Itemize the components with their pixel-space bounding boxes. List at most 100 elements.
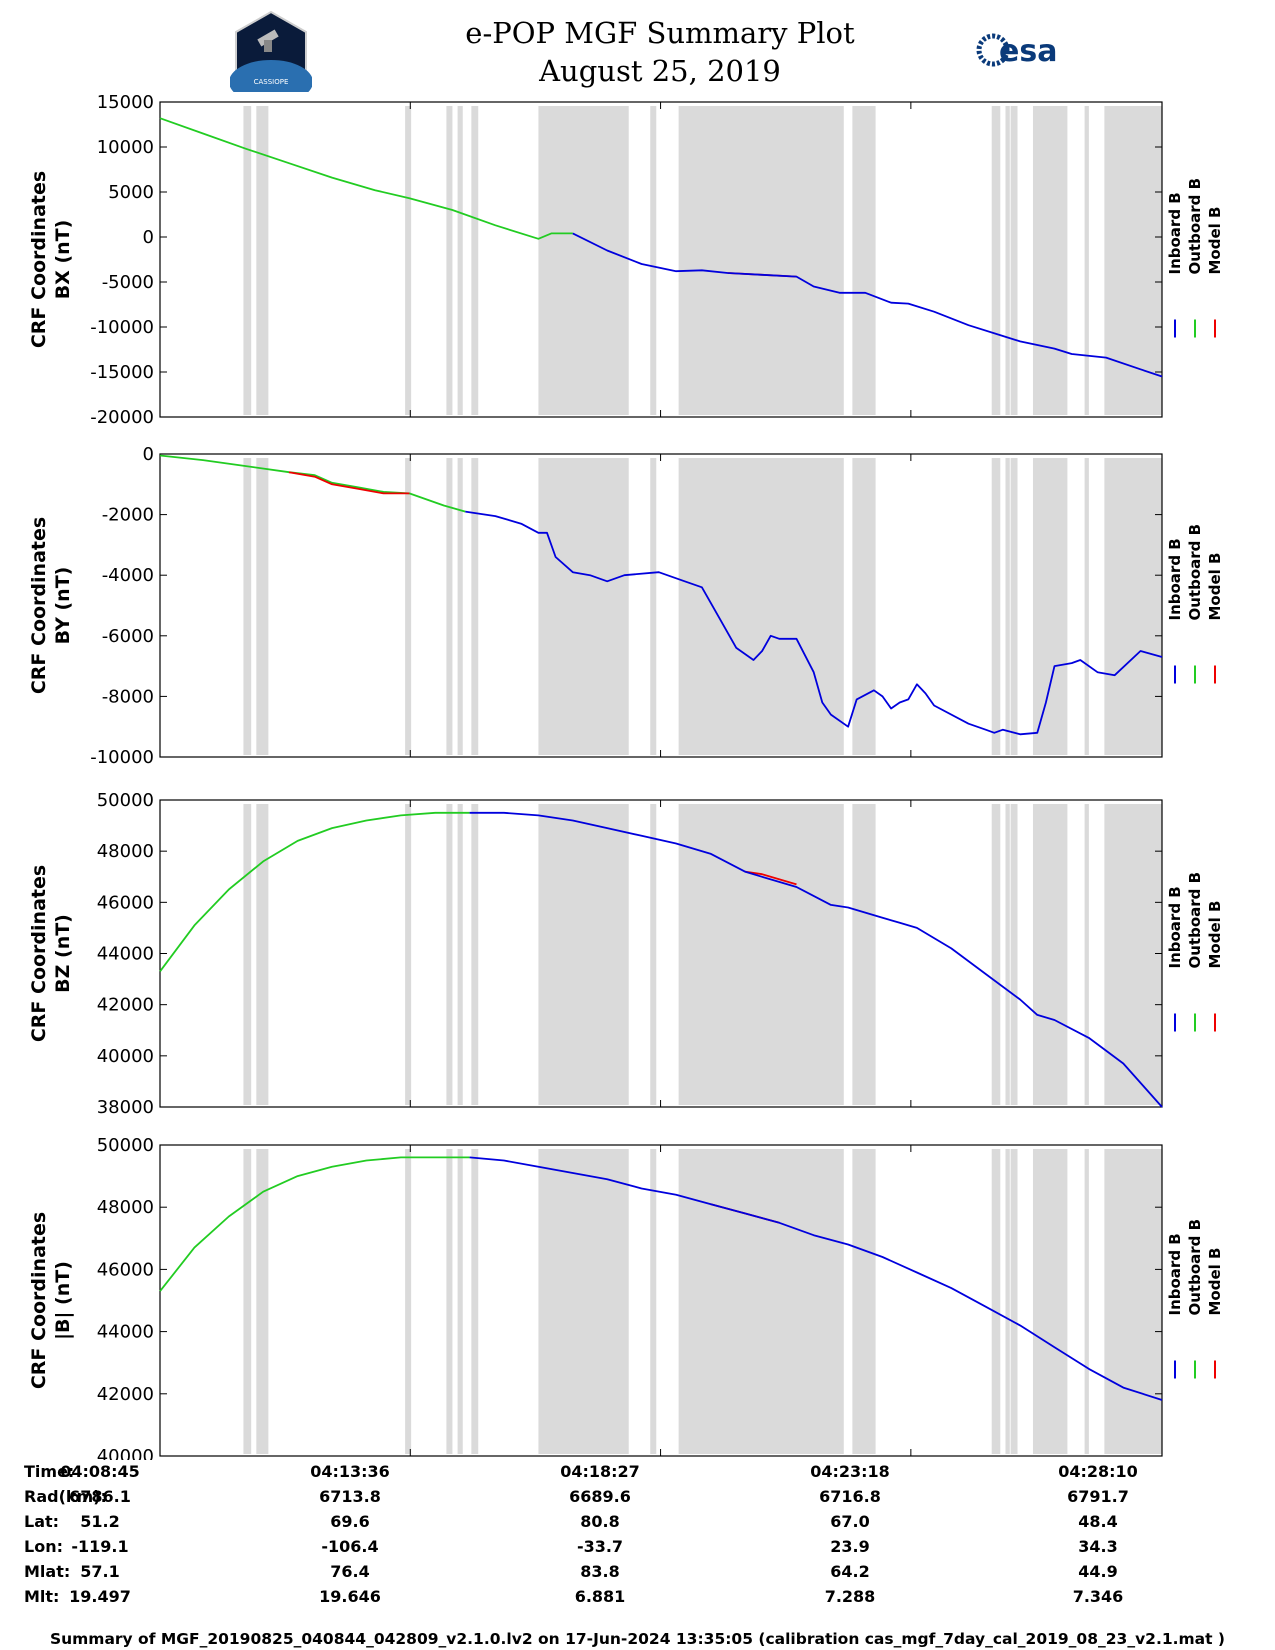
- data-gap-2: [256, 804, 269, 1105]
- y-tick-label: 46000: [97, 1259, 154, 1280]
- data-gap-6: [471, 458, 479, 755]
- title-line-2: August 25, 2019: [539, 54, 781, 88]
- mission-logo: CASSIOPE: [230, 10, 312, 92]
- esa-logo: esa: [976, 33, 1057, 69]
- data-gap-11: [991, 458, 1001, 755]
- y-tick-label: 42000: [97, 995, 154, 1016]
- legend-label-1: Inboard B: [1166, 886, 1184, 968]
- series-inboard-b: [465, 510, 1163, 736]
- y-tick-label: 46000: [97, 892, 154, 913]
- y-tick-label: 48000: [97, 1197, 154, 1218]
- orbit-value: 76.4: [330, 1562, 370, 1581]
- data-gap-14: [1032, 804, 1068, 1105]
- y-tick-label: 48000: [97, 841, 154, 862]
- y-tick-label: 40000: [97, 1046, 154, 1067]
- data-gap-6: [471, 106, 479, 415]
- legend-label-3: Model B: [1206, 901, 1224, 969]
- data-gap-15: [1084, 1149, 1089, 1454]
- data-gap-16: [1104, 1149, 1162, 1454]
- data-gap-2: [256, 1149, 269, 1454]
- orbit-value: 6713.8: [319, 1487, 381, 1506]
- data-gap-9: [678, 1149, 844, 1454]
- plot-title: e-POP MGF Summary Plot August 25, 2019: [340, 14, 980, 90]
- orbit-value: 7.288: [824, 1587, 876, 1606]
- data-gap-5: [457, 1149, 463, 1454]
- orbit-value: 6689.6: [569, 1487, 631, 1506]
- orbit-value: 04:28:10: [1058, 1462, 1138, 1481]
- orbit-value: 6786.1: [69, 1487, 131, 1506]
- orbit-value: -119.1: [71, 1537, 129, 1556]
- chart-panel-4: 50000 48000 46000 44000 42000 40000 CRF Coordi…: [28, 1135, 1224, 1460]
- data-gap-12: [1005, 106, 1010, 415]
- chart-panel-1: 15000 10000 5000 0 -5000 -10000 -15000 -20000 CR…: [28, 92, 1224, 428]
- y-tick-label: 38000: [97, 1097, 154, 1118]
- y-axis-label-line-2: |B| (nT): [52, 1261, 74, 1340]
- orbit-value: 69.6: [330, 1512, 370, 1531]
- y-tick-label: 0: [143, 227, 154, 248]
- orbit-value: 48.4: [1078, 1512, 1118, 1531]
- orbit-value: 67.0: [830, 1512, 870, 1531]
- data-gap-8: [650, 458, 657, 755]
- data-gap-5: [457, 106, 463, 415]
- y-tick-label: 10000: [97, 137, 154, 158]
- orbit-value: 04:18:27: [560, 1462, 640, 1481]
- orbit-value: -33.7: [576, 1537, 624, 1556]
- legend: Inboard B Outboard B Model B: [1166, 1219, 1224, 1379]
- orbit-value: 7.346: [1072, 1587, 1124, 1606]
- data-gap-2: [256, 458, 269, 755]
- y-tick-label: 15000: [97, 92, 154, 113]
- y-axis-label: CRF Coordinates BZ (nT): [28, 865, 74, 1042]
- data-gap-8: [650, 804, 657, 1105]
- data-gap-7: [538, 106, 629, 415]
- orbit-value: 83.8: [580, 1562, 620, 1581]
- title-line-1: e-POP MGF Summary Plot: [465, 16, 855, 50]
- legend-label-2: Outboard B: [1186, 178, 1204, 275]
- y-tick-label: -10000: [90, 317, 154, 338]
- legend-label-1: Inboard B: [1166, 1233, 1184, 1315]
- data-gap-12: [1005, 804, 1010, 1105]
- data-gap-5: [457, 458, 463, 755]
- data-gap-3: [405, 106, 412, 415]
- y-tick-label: 50000: [97, 790, 154, 811]
- legend: Inboard B Outboard B Model B: [1166, 872, 1224, 1032]
- data-gap-4: [446, 804, 453, 1105]
- y-tick-label: -2000: [102, 505, 154, 526]
- y-axis-label-line-2: BY (nT): [52, 567, 74, 645]
- data-gap-11: [991, 1149, 1001, 1454]
- y-tick-label: 44000: [97, 1322, 154, 1343]
- orbit-row-label: Mlat:: [24, 1562, 71, 1581]
- orbit-row-label: Lat:: [24, 1512, 60, 1531]
- legend-label-1: Inboard B: [1166, 192, 1184, 274]
- data-gap-16: [1104, 106, 1162, 415]
- data-gap-8: [650, 106, 657, 415]
- series-outboard-b: [159, 1156, 470, 1292]
- data-gap-2: [256, 106, 269, 415]
- legend-label-3: Model B: [1206, 207, 1224, 275]
- y-tick-label: -5000: [102, 272, 154, 293]
- data-gap-10: [852, 106, 876, 415]
- esa-logo-text: esa: [999, 34, 1057, 69]
- orbit-row-label: Rad(km):: [24, 1487, 107, 1506]
- legend-label-1: Inboard B: [1166, 538, 1184, 620]
- orbit-value: 6.881: [574, 1587, 626, 1606]
- data-gap-12: [1005, 458, 1010, 755]
- series-model-b: [288, 471, 410, 495]
- series-inboard-b: [572, 232, 1163, 378]
- orbit-value: 04:08:45: [60, 1462, 140, 1481]
- data-gap-9: [678, 804, 844, 1105]
- data-gap-4: [446, 458, 453, 755]
- y-tick-label: 50000: [97, 1135, 154, 1156]
- data-gap-7: [538, 1149, 629, 1454]
- y-axis-label-line-2: BZ (nT): [52, 914, 74, 993]
- legend: Inboard B Outboard B Model B: [1166, 178, 1224, 338]
- y-axis-label-line-1: CRF Coordinates: [28, 1212, 50, 1389]
- data-gap-5: [457, 804, 463, 1105]
- orbit-row-label: Lon:: [24, 1537, 63, 1556]
- y-axis-label-line-1: CRF Coordinates: [28, 517, 50, 694]
- orbit-value: 80.8: [580, 1512, 620, 1531]
- orbit-value: 19.646: [319, 1587, 381, 1606]
- data-gap-4: [446, 106, 453, 415]
- legend-label-3: Model B: [1206, 553, 1224, 621]
- y-tick-label: 5000: [108, 182, 154, 203]
- y-axis-label-line-1: CRF Coordinates: [28, 171, 50, 348]
